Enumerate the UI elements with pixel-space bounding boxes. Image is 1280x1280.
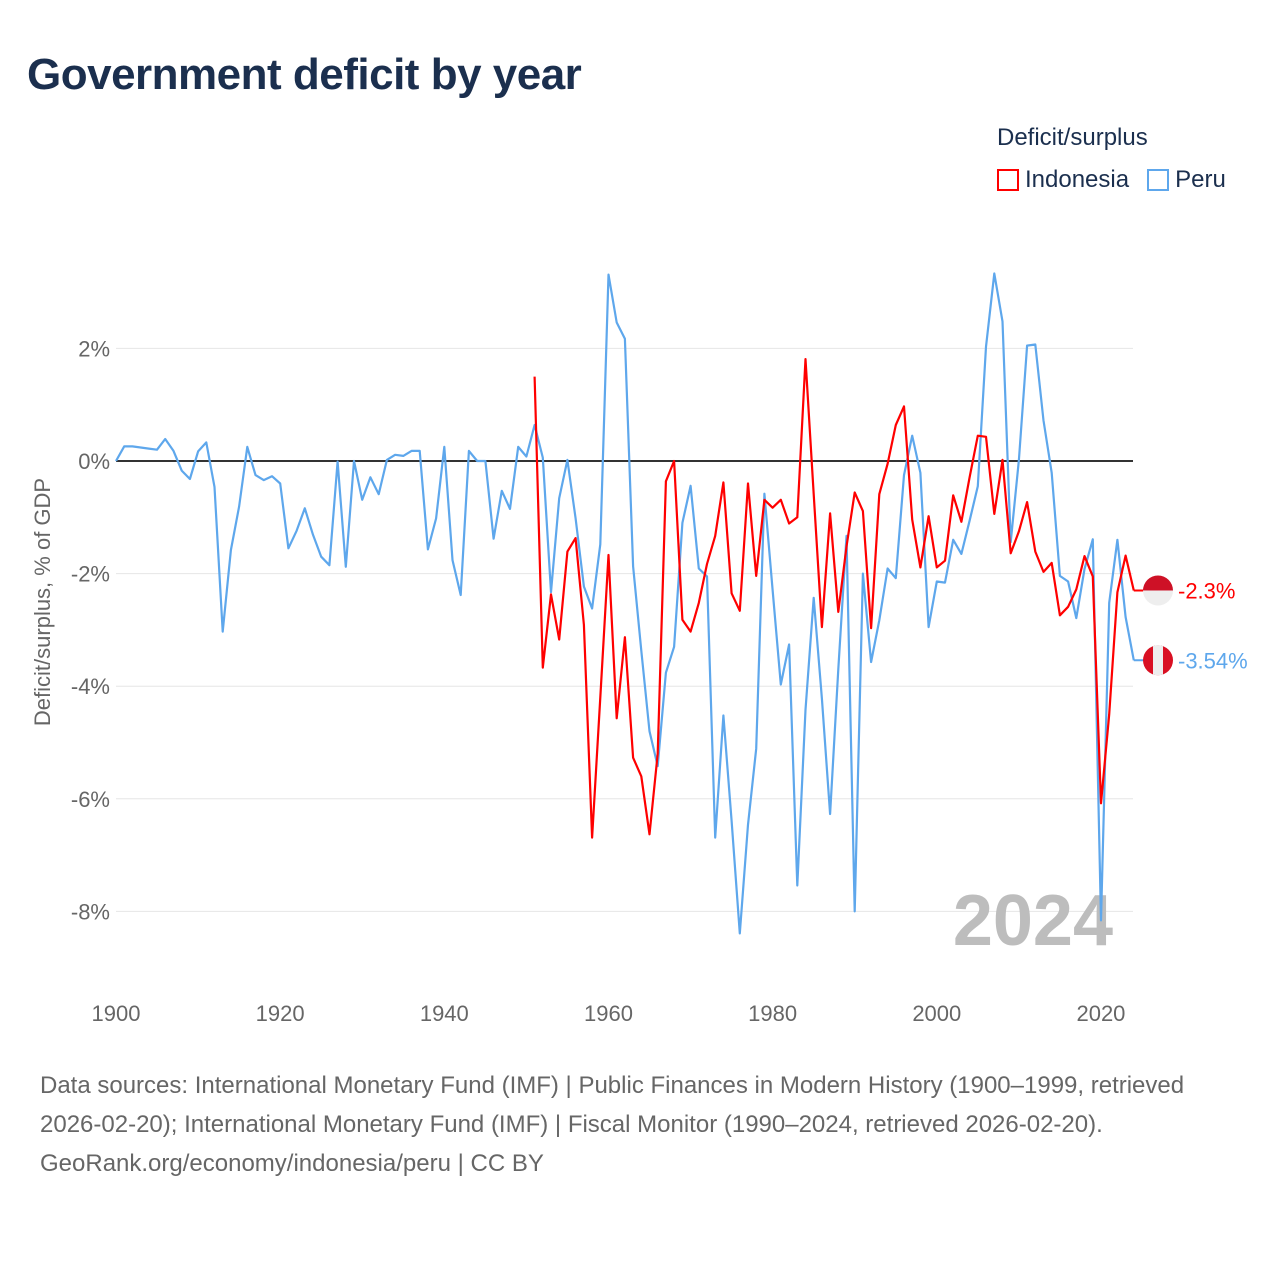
y-tick-label: -2% [71, 562, 110, 587]
y-tick-label: -6% [71, 787, 110, 812]
legend-swatch-indonesia [997, 169, 1019, 191]
indonesia-flag-icon-white [1143, 590, 1173, 606]
y-tick-label: 0% [78, 449, 110, 474]
x-tick-label: 1900 [92, 1001, 141, 1026]
y-tick-label: -4% [71, 674, 110, 699]
x-tick-label: 2000 [912, 1001, 961, 1026]
legend-swatch-peru [1147, 169, 1170, 191]
year-watermark: 2024 [953, 881, 1113, 961]
series-line-peru [115, 272, 1135, 935]
end-value-label-indonesia: -2.3% [1178, 578, 1235, 603]
footer: Data sources: International Monetary Fun… [40, 1066, 1240, 1183]
data-sources: Data sources: International Monetary Fun… [40, 1072, 1185, 1138]
series-line-indonesia [533, 358, 1135, 839]
legend-label-peru: Peru [1175, 166, 1226, 193]
end-value-label-peru: -3.54% [1178, 648, 1248, 673]
legend-item-indonesia[interactable]: Indonesia [997, 166, 1129, 194]
legend-title: Deficit/surplus [997, 124, 1148, 151]
y-tick-label: 2% [78, 336, 110, 361]
chart-plot: 2% 0% -2% -4% -6% -8% 2024 1900 1920 1940 1960 1980… [30, 272, 1248, 1026]
peru-flag-icon-white [1153, 645, 1163, 676]
credit-link[interactable]: GeoRank.org/economy/indonesia/peru | CC … [40, 1150, 544, 1177]
x-tick-label: 1920 [256, 1001, 305, 1026]
x-tick-label: 1980 [748, 1001, 797, 1026]
y-tick-label: -8% [71, 899, 110, 924]
legend-label-indonesia: Indonesia [1025, 166, 1130, 193]
y-axis-label: Deficit/surplus, % of GDP [30, 478, 55, 726]
x-tick-label: 1960 [584, 1001, 633, 1026]
chart-title: Government deficit by year [27, 50, 582, 99]
x-tick-label: 1940 [420, 1001, 469, 1026]
legend: Indonesia Peru [997, 166, 1226, 194]
legend-item-peru[interactable]: Peru [1147, 166, 1226, 194]
indonesia-flag-icon [1143, 575, 1173, 591]
x-tick-label: 2020 [1076, 1001, 1125, 1026]
